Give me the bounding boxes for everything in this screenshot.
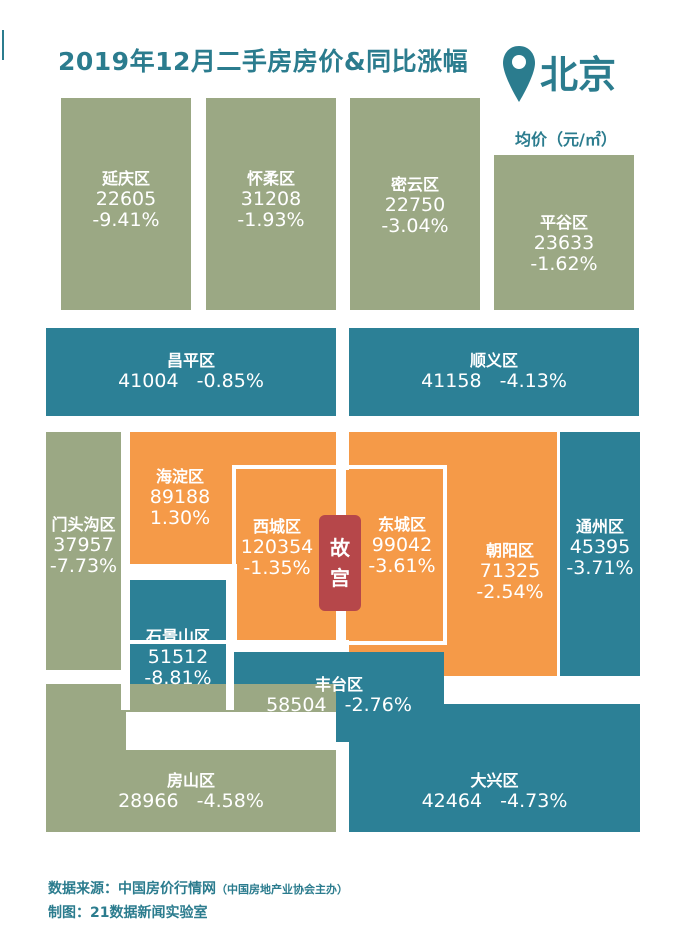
- district-change: -4.13%: [499, 370, 567, 392]
- label-haidian: 海淀区 89188 1.30%: [140, 466, 220, 529]
- city-name: 北京: [540, 53, 617, 97]
- district-fangshan-part: [46, 684, 126, 704]
- label-changping: 昌平区 41004 -0.85%: [46, 350, 336, 392]
- district-price: 51512: [147, 646, 209, 668]
- district-change: -2.54%: [476, 581, 544, 603]
- district-change: -1.35%: [243, 557, 311, 579]
- district-change: -9.41%: [92, 209, 160, 231]
- label-daxing: 大兴区 42464 -4.73%: [349, 770, 640, 812]
- district-changping: [46, 328, 336, 416]
- district-price: 45395: [569, 536, 631, 558]
- label-miyun: 密云区 22750 -3.04%: [350, 174, 480, 237]
- map-pin-icon: [503, 46, 535, 102]
- district-price: 28966: [118, 790, 179, 812]
- district-name: 东城区: [377, 515, 426, 534]
- district-mentougou: [46, 432, 121, 670]
- district-name: 通州区: [575, 517, 624, 536]
- unit-label: 均价（元/㎡）: [515, 130, 617, 149]
- district-price: 120354: [240, 536, 314, 558]
- district-change: -3.71%: [566, 557, 634, 579]
- district-change: -2.76%: [344, 694, 412, 716]
- district-change: -3.61%: [368, 555, 436, 577]
- district-pinggu: [494, 155, 634, 310]
- district-change: -1.62%: [530, 253, 598, 275]
- district-price: 58504: [266, 694, 327, 716]
- district-price: 89188: [149, 486, 211, 508]
- district-haidian-part: [130, 432, 234, 564]
- page-title: 2019年12月二手房房价&同比涨幅: [58, 47, 469, 76]
- district-change: -0.85%: [196, 370, 264, 392]
- source-label: 数据来源：中国房价行情网: [48, 881, 216, 897]
- label-chaoyang: 朝阳区 71325 -2.54%: [460, 540, 560, 603]
- label-dongcheng: 东城区 99042 -3.61%: [362, 514, 442, 577]
- district-yanqing: [61, 98, 191, 310]
- district-name: 丰台区: [314, 675, 363, 694]
- source-note: （中国房地产业协会主办）: [216, 883, 348, 896]
- district-tongzhou: [560, 432, 640, 676]
- district-name: 房山区: [166, 771, 215, 790]
- district-name: 延庆区: [101, 169, 150, 188]
- footer-credit: 制图：21数据新闻实验室: [48, 905, 208, 921]
- district-price: 22605: [95, 188, 157, 210]
- district-name: 怀柔区: [246, 169, 295, 188]
- district-change: -7.73%: [49, 555, 118, 577]
- label-shijingshan: 石景山区 51512 -8.81%: [130, 626, 226, 689]
- district-name: 海淀区: [155, 467, 204, 486]
- label-yanqing: 延庆区 22605 -9.41%: [61, 168, 191, 231]
- label-pinggu: 平谷区 23633 -1.62%: [494, 212, 634, 275]
- district-shunyi: [349, 328, 639, 416]
- district-miyun: [350, 98, 480, 310]
- label-mentougou: 门头沟区 37957 -7.73%: [46, 514, 121, 577]
- district-name: 朝阳区: [485, 541, 534, 560]
- district-price: 37957: [53, 534, 114, 556]
- district-name: 门头沟区: [51, 515, 116, 534]
- district-change: -1.93%: [237, 209, 305, 231]
- label-fengtai: 丰台区 58504 -2.76%: [234, 674, 444, 716]
- district-price: 31208: [240, 188, 302, 210]
- landmark-char-1: 故: [330, 536, 350, 560]
- district-price: 99042: [371, 534, 433, 556]
- district-name: 大兴区: [470, 771, 519, 790]
- district-price: 41158: [421, 370, 482, 392]
- district-price: 23633: [533, 232, 595, 254]
- district-name: 石景山区: [145, 627, 210, 646]
- district-name: 密云区: [390, 175, 439, 194]
- district-change: -4.58%: [196, 790, 264, 812]
- district-price: 41004: [118, 370, 179, 392]
- label-fangshan: 房山区 28966 -4.58%: [46, 770, 336, 812]
- landmark-gugong: 故 宫: [319, 515, 361, 611]
- label-shunyi: 顺义区 41158 -4.13%: [349, 350, 639, 392]
- district-daxing-part: [349, 750, 444, 832]
- label-tongzhou: 通州区 45395 -3.71%: [560, 516, 640, 579]
- footer-source: 数据来源：中国房价行情网（中国房地产业协会主办）: [48, 878, 348, 898]
- district-price: 71325: [479, 560, 541, 582]
- landmark-char-2: 宫: [330, 566, 350, 590]
- district-price: 42464: [421, 790, 483, 812]
- district-price: 22750: [384, 194, 446, 216]
- district-name: 顺义区: [469, 351, 518, 370]
- district-name: 昌平区: [166, 351, 215, 370]
- district-huairou: [206, 98, 336, 310]
- district-name: 西城区: [252, 517, 301, 536]
- label-xicheng: 西城区 120354 -1.35%: [237, 516, 317, 579]
- district-change: -3.04%: [381, 215, 449, 237]
- district-change: -4.73%: [500, 790, 568, 812]
- district-name: 平谷区: [539, 213, 588, 232]
- district-change: 1.30%: [149, 507, 211, 529]
- label-huairou: 怀柔区 31208 -1.93%: [206, 168, 336, 231]
- district-change: -8.81%: [144, 667, 212, 689]
